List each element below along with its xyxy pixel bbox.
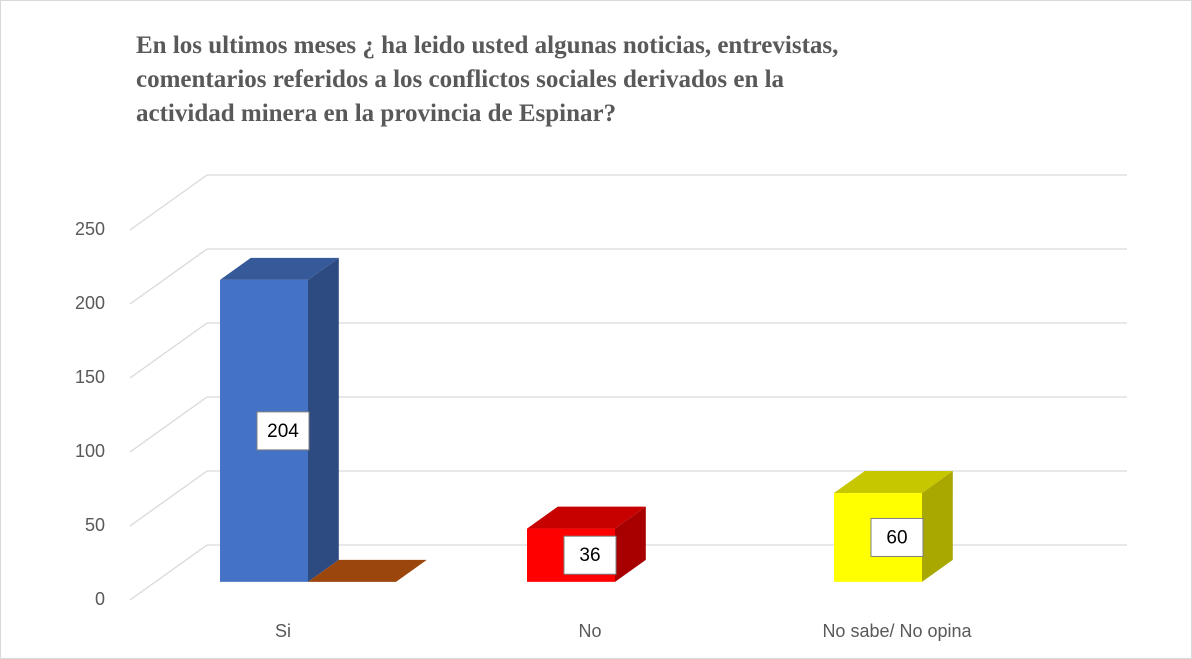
y-tick-label: 150 (75, 367, 105, 387)
data-label-text: 36 (579, 545, 600, 566)
bar (834, 471, 953, 582)
y-tick-label: 0 (95, 589, 105, 609)
grid-line-wall (129, 322, 208, 379)
y-tick-label: 50 (85, 515, 105, 535)
y-tick-label: 100 (75, 441, 105, 461)
bar-top (834, 471, 953, 494)
bar-top (308, 559, 427, 582)
data-label-text: 204 (267, 421, 299, 442)
data-label-text: 60 (886, 527, 907, 548)
bar-side (922, 471, 953, 582)
bar-side (615, 506, 646, 582)
grid-line-wall (129, 544, 208, 601)
data-label: 60 (870, 517, 924, 557)
chart-title: En los ultimos meses ¿ ha leido usted al… (136, 32, 838, 127)
data-label-box (563, 535, 617, 575)
grid-line-wall (129, 470, 208, 527)
x-tick-label: No (578, 621, 601, 641)
grid-line-wall (129, 174, 208, 231)
x-tick-label: No sabe/ No opina (822, 621, 972, 641)
x-tick-label: Si (275, 621, 291, 641)
y-tick-label: 250 (75, 219, 105, 239)
data-label: 204 (256, 411, 310, 451)
bar-top (527, 506, 646, 529)
data-label: 36 (563, 535, 617, 575)
grid-line-wall (129, 248, 208, 305)
data-label-box (870, 517, 924, 557)
bar-top (220, 257, 339, 280)
bar-side (308, 257, 339, 582)
data-label-box (256, 411, 310, 451)
bar (308, 559, 427, 582)
y-tick-label: 200 (75, 293, 105, 313)
grid-line-wall (129, 396, 208, 453)
